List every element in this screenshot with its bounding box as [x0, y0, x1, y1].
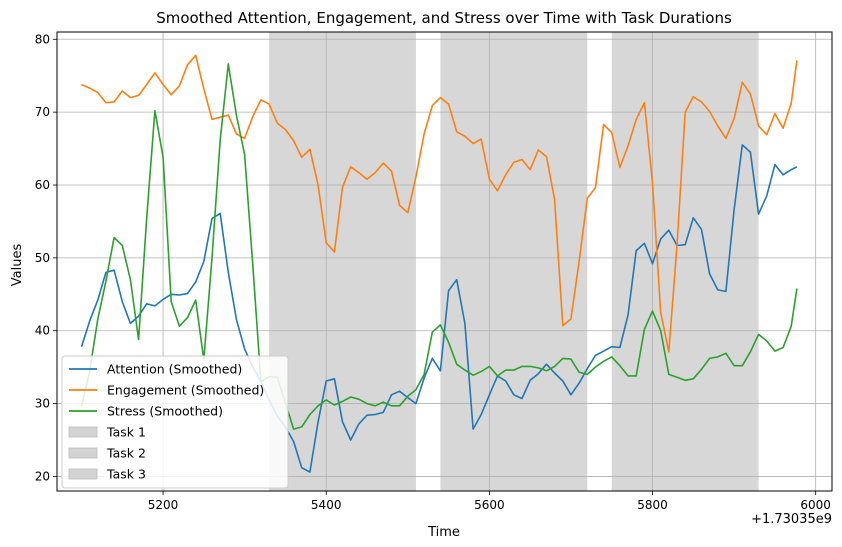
x-axis-ticks: 5200 5400 5600 5800 6000: [148, 491, 831, 512]
legend-label-2: Engagement (Smoothed): [107, 383, 264, 398]
x-tick-label-2: 5600: [474, 498, 505, 512]
x-tick-label-0: 5200: [148, 498, 179, 512]
task-span-2: [440, 32, 588, 491]
series-line-1: [80, 144, 798, 473]
task-span-1: [269, 32, 416, 491]
legend-box: [61, 355, 289, 489]
legend-swatch-4: [68, 426, 98, 438]
series-line-2: [81, 54, 798, 353]
legend: Attention (Smoothed) Engagement (Smoothed…: [61, 355, 289, 489]
y-tick-label-1: 30: [35, 397, 50, 411]
x-tick-label-3: 5800: [637, 498, 668, 512]
legend-label-6: Task 3: [106, 467, 146, 482]
x-tick-label-4: 6000: [800, 498, 831, 512]
legend-label-4: Task 1: [106, 425, 146, 440]
task-spans: [269, 32, 759, 491]
x-tick-label-1: 5400: [311, 498, 342, 512]
y-axis-label: Values: [10, 244, 25, 287]
task-span-3: [611, 32, 759, 491]
y-tick-label-0: 20: [35, 469, 50, 483]
y-tick-label-4: 60: [35, 178, 50, 192]
chart-title: Smoothed Attention, Engagement, and Stre…: [156, 9, 732, 27]
y-tick-label-6: 80: [35, 32, 50, 46]
legend-swatch-5: [68, 447, 98, 459]
legend-swatch-6: [68, 468, 98, 480]
legend-label-3: Stress (Smoothed): [107, 404, 223, 419]
plot-frame: [56, 31, 833, 492]
y-tick-label-5: 70: [35, 105, 50, 119]
x-axis-offset-label: +1.73035e9: [751, 512, 832, 527]
y-axis-ticks: 20 30 40 50 60 70 80: [35, 32, 57, 483]
y-tick-label-3: 50: [35, 251, 50, 265]
x-axis-label: Time: [427, 525, 460, 540]
y-tick-label-2: 40: [35, 324, 50, 338]
legend-label-1: Attention (Smoothed): [107, 362, 242, 377]
legend-label-5: Task 2: [106, 446, 146, 461]
series-lines: [80, 54, 798, 473]
series-line-3: [80, 63, 798, 430]
